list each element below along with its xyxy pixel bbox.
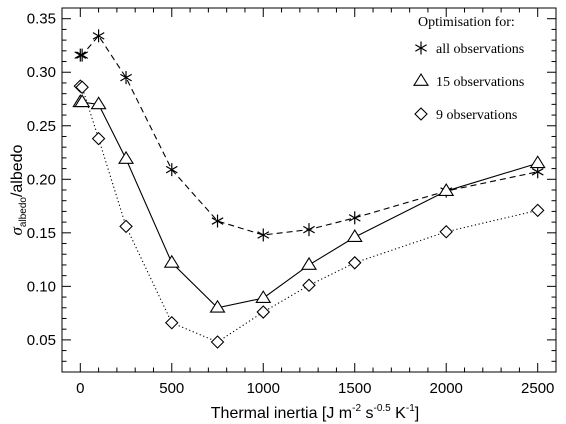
plot-frame [61,7,557,373]
marker-asterisk [303,223,315,237]
marker-diamond [439,224,454,239]
y-tick-label: 0.25 [27,118,56,135]
marker-asterisk [120,71,132,85]
x-tick-label: 500 [159,380,184,397]
x-tick-label: 0 [76,380,84,397]
marker-triangle [74,94,91,108]
marker-diamond [302,278,316,293]
marker-asterisk [76,48,89,62]
series-layer [72,29,546,349]
legend: Optimisation for: all observations 15 obs… [413,15,524,123]
legend-entry-asterisk: all observations [436,42,524,57]
marker-diamond [347,256,362,270]
marker-diamond [91,131,106,146]
marker-asterisk [415,41,427,55]
y-tick-label: 0.10 [27,278,56,295]
marker-asterisk [348,211,361,225]
series-triangle [72,94,546,313]
marker-triangle [255,290,272,304]
marker-diamond [75,80,89,95]
marker-diamond [414,107,428,121]
marker-triangle [529,155,546,169]
marker-triangle [90,96,107,110]
x-axis-label: Thermal inertia [J m-2 s-0.5 K-1] [211,403,419,422]
legend-entry-triangle: 15 observations [436,75,524,90]
y-tick-label: 0.20 [27,171,56,188]
marker-triangle [413,72,429,86]
marker-diamond [164,315,179,330]
y-tick-label: 0.30 [27,64,56,81]
y-tick-label: 0.05 [27,332,56,349]
legend-entry-diamond: 9 observations [436,108,517,123]
marker-asterisk [257,228,270,242]
marker-diamond [256,305,271,319]
marker-diamond [530,203,545,218]
marker-asterisk [92,29,105,43]
marker-asterisk [211,214,224,228]
marker-triangle [438,183,455,196]
plot-border [61,7,557,373]
y-axis-label: σalbedo/albedo [7,144,29,235]
marker-triangle [163,254,180,268]
marker-diamond [210,335,225,349]
marker-diamond [119,219,133,234]
series-line [80,85,538,343]
series-line [80,101,538,309]
y-tick-label: 0.35 [27,11,56,28]
series-diamond [73,79,545,349]
marker-asterisk [165,163,178,177]
marker-triangle [209,299,226,313]
axis-ticks: 0 500 1000 1500 2000 2500 0.05 0.10 0.15 0.20 0.25… [27,8,556,397]
marker-asterisk [74,48,87,62]
legend-title: Optimisation for: [418,15,515,30]
x-tick-label: 1500 [338,380,371,397]
x-tick-label: 2000 [430,380,463,397]
x-tick-label: 2500 [521,380,554,397]
marker-triangle [301,256,317,270]
x-tick-label: 1000 [247,380,280,397]
y-tick-label: 0.15 [27,225,56,242]
marker-triangle [118,150,135,164]
series-line [80,34,538,236]
series-asterisk [74,29,544,242]
marker-triangle [346,229,363,242]
